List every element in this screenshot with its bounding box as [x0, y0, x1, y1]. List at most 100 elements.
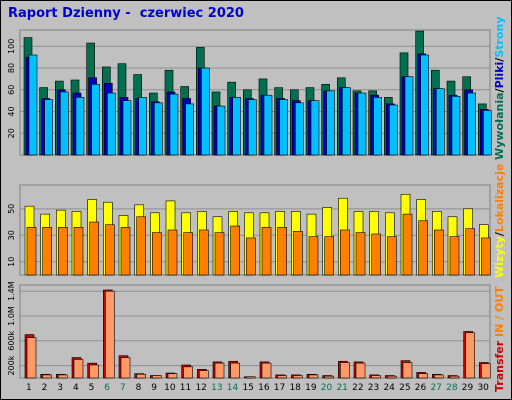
bar-hits-files-pages-2	[122, 100, 132, 156]
y-tick-label: 10	[7, 257, 16, 267]
day-label: 23	[368, 383, 379, 393]
side-top-part-1: /	[493, 88, 506, 93]
bar-hits-files-pages-2	[467, 92, 476, 156]
bar-transfer-1	[277, 375, 287, 379]
bar-transfer-1	[246, 376, 256, 379]
y-tick-label: 100	[7, 39, 16, 54]
bar-transfer-1	[355, 362, 366, 379]
bar-transfer-1	[230, 362, 240, 379]
bar-transfer-1	[387, 375, 397, 379]
bar-visits-sites-1	[230, 225, 240, 276]
day-label: 10	[164, 383, 176, 393]
day-label: 9	[151, 383, 157, 393]
day-label: 3	[57, 383, 63, 393]
bar-transfer-1	[418, 373, 428, 379]
y-tick-label: 30	[7, 230, 16, 240]
bar-visits-sites-1	[308, 236, 319, 276]
y-tick-label: 80	[7, 63, 16, 73]
day-label: 26	[415, 383, 427, 393]
bar-hits-files-pages-2	[295, 102, 304, 156]
y-tick-label: 20	[7, 128, 16, 138]
bar-visits-sites-1	[120, 227, 131, 276]
bar-visits-sites-1	[42, 227, 52, 276]
day-label: 1	[26, 383, 32, 393]
bar-transfer-1	[371, 375, 381, 379]
bar-hits-files-pages-2	[404, 76, 414, 156]
bar-visits-sites-1	[26, 227, 37, 276]
bar-visits-sites-1	[183, 232, 193, 276]
bar-visits-sites-1	[293, 231, 303, 276]
bar-transfer-1	[293, 375, 303, 379]
day-label: 22	[352, 383, 363, 393]
bar-transfer-1	[481, 363, 491, 379]
bar-visits-sites-1	[214, 232, 225, 276]
bar-transfer-1	[105, 290, 115, 379]
day-label: 11	[180, 383, 191, 393]
day-label: 21	[336, 383, 347, 393]
legend-hits-files-pages: Wywołania/Pliki/Strony	[493, 17, 506, 161]
day-label: 17	[274, 383, 285, 393]
bar-transfer-1	[261, 362, 272, 379]
bar-hits-files-pages-2	[373, 97, 382, 156]
side-bot-part-0: Transfer	[493, 340, 506, 392]
bar-visits-sites-1	[340, 229, 350, 276]
bar-hits-files-pages-2	[185, 103, 194, 156]
bar-visits-sites-1	[105, 224, 115, 276]
bar-hits-files-pages-2	[28, 54, 38, 156]
day-label: 6	[104, 383, 110, 393]
bar-visits-sites-1	[152, 232, 162, 276]
bar-transfer-1	[167, 373, 178, 379]
side-bot-part-1: IN / OUT	[493, 286, 506, 341]
side-top-part-2: Pliki	[493, 61, 506, 89]
bar-hits-files-pages-2	[389, 104, 398, 156]
day-label: 15	[242, 383, 253, 393]
bar-transfer-1	[465, 332, 475, 379]
bar-transfer-1	[136, 373, 146, 379]
bar-hits-files-pages-2	[310, 100, 320, 156]
day-label: 19	[305, 383, 317, 393]
bar-visits-sites-1	[58, 227, 68, 276]
bar-visits-sites-1	[449, 236, 460, 276]
bar-hits-files-pages-2	[44, 99, 53, 156]
y-tick-label: 200k	[7, 355, 16, 375]
bar-hits-files-pages-2	[357, 92, 367, 156]
day-label: 16	[258, 383, 270, 393]
bar-transfer-1	[308, 374, 319, 379]
bar-hits-files-pages-2	[483, 110, 492, 156]
day-label: 4	[73, 383, 79, 393]
bar-visits-sites-1	[465, 228, 475, 276]
bar-visits-sites-1	[418, 220, 428, 276]
day-label: 13	[211, 383, 222, 393]
side-mid-part-2: Lokalizacje	[493, 163, 506, 233]
bar-transfer-1	[152, 375, 162, 379]
bar-visits-sites-1	[73, 227, 84, 276]
bar-transfer-1	[199, 370, 209, 379]
bar-transfer-1	[324, 375, 334, 379]
bar-hits-files-pages-2	[263, 94, 273, 156]
bar-hits-files-pages-2	[279, 99, 288, 156]
bar-hits-files-pages-2	[326, 90, 335, 156]
side-top-part-3: /	[493, 57, 506, 62]
bar-hits-files-pages-2	[169, 93, 179, 156]
bar-visits-sites-1	[277, 227, 287, 276]
bar-hits-files-pages-2	[91, 84, 100, 156]
legend-transfer: Transfer IN / OUT	[493, 286, 506, 392]
day-label: 28	[446, 383, 458, 393]
bar-hits-files-pages-2	[216, 105, 226, 156]
bar-transfer-1	[42, 374, 52, 379]
bar-transfer-1	[402, 362, 413, 379]
day-label: 18	[289, 383, 301, 393]
bar-hits-files-pages-2	[342, 87, 351, 156]
day-label: 27	[430, 383, 441, 393]
bar-visits-sites-1	[324, 236, 334, 276]
bar-visits-sites-1	[167, 229, 178, 276]
bar-visits-sites-1	[199, 229, 209, 276]
bar-transfer-1	[340, 362, 350, 379]
day-label: 5	[89, 383, 95, 393]
bar-hits-files-pages-2	[138, 97, 147, 156]
day-label: 25	[399, 383, 410, 393]
bar-visits-sites-1	[371, 233, 381, 276]
bar-visits-sites-1	[246, 237, 256, 276]
bar-visits-sites-1	[89, 221, 99, 276]
